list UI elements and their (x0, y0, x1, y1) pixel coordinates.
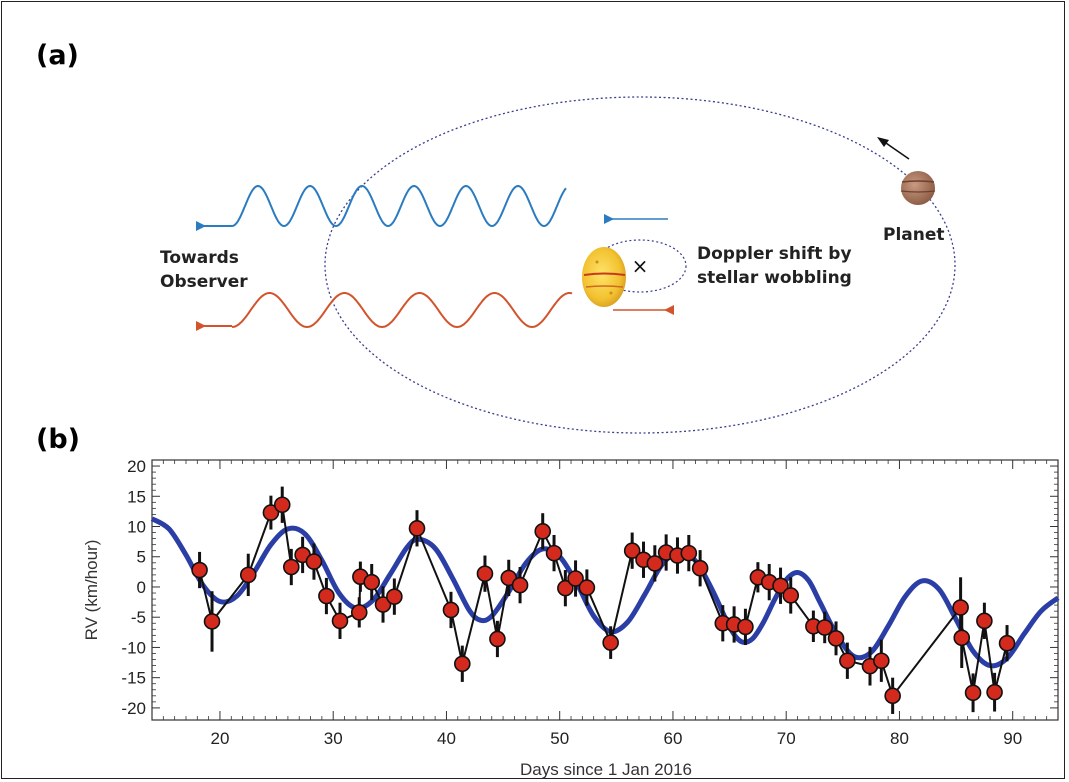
data-point (827, 630, 845, 647)
data-point (578, 579, 596, 596)
data-point (545, 544, 563, 562)
data-point (964, 684, 982, 702)
y-tick-label: -5 (131, 608, 146, 627)
data-point (567, 570, 584, 587)
data-point (646, 555, 664, 572)
data-point (557, 579, 574, 597)
panel-b-label: (b) (36, 424, 81, 455)
x-tick-label: 60 (663, 729, 682, 748)
data-point (772, 577, 789, 595)
planet-label: Planet (883, 225, 945, 245)
data-point (331, 612, 349, 630)
red-shifted-wave (231, 292, 573, 329)
doppler-label-line2: stellar wobbling (697, 268, 852, 288)
data-point (602, 634, 619, 651)
y-tick-label: 5 (137, 548, 146, 567)
data-point (442, 601, 460, 619)
x-tick-label: 40 (437, 729, 456, 748)
x-tick-label: 90 (1003, 729, 1022, 748)
y-tick-label: 0 (137, 578, 146, 597)
planet-motion-arrow-icon (882, 140, 910, 160)
data-point (305, 553, 323, 570)
stellar-wobble-orbit (593, 239, 687, 293)
planet-motion-arrowhead-icon (877, 137, 889, 147)
observer-label-line2: Observer (160, 272, 248, 292)
data-point (489, 630, 506, 648)
data-point (976, 612, 993, 630)
data-point (952, 599, 969, 616)
y-tick-label: 15 (127, 487, 146, 506)
planet-icon (900, 171, 936, 205)
y-tick-label: -20 (121, 699, 146, 718)
data-point (408, 520, 426, 537)
data-point (986, 683, 1003, 701)
doppler-label: Doppler shift by stellar wobbling (697, 244, 857, 288)
data-point (191, 561, 208, 579)
x-tick-label: 30 (324, 729, 343, 748)
x-tick-label: 80 (890, 729, 909, 748)
panel-a-label: (a) (36, 40, 79, 71)
data-point (363, 573, 381, 591)
y-tick-label: 20 (127, 457, 146, 476)
y-axis-title: RV (km/hour) (82, 540, 101, 641)
data-point (623, 542, 641, 559)
observer-label: Towards Observer (160, 248, 248, 292)
x-axis: 20 30 40 50 60 70 80 90 (151, 460, 1059, 748)
data-point (998, 634, 1016, 652)
y-tick-label: 10 (127, 518, 146, 537)
data-point (691, 559, 709, 577)
radial-velocity-diagram: Towards Observer × Doppler shift by stel… (160, 96, 956, 434)
data-point (282, 558, 300, 576)
data-point (454, 655, 471, 673)
x-tick-label: 50 (550, 729, 569, 748)
doppler-label-line1: Doppler shift by (697, 244, 852, 264)
data-point (511, 576, 529, 594)
y-axis: 20 15 10 5 0 -5 -10 -15 -20 (121, 457, 1058, 718)
y-tick-label: -15 (121, 669, 146, 688)
x-axis-title: Days since 1 Jan 2016 (520, 760, 692, 779)
data-point (318, 587, 335, 605)
data-point (953, 629, 971, 647)
x-tick-label: 20 (210, 729, 229, 748)
data-point (737, 618, 754, 636)
x-tick-label: 70 (777, 729, 796, 748)
data-point (534, 523, 552, 540)
data-point (374, 596, 392, 613)
data-point (839, 652, 856, 670)
blue-shifted-wave (231, 184, 567, 228)
data-point (203, 613, 221, 630)
data-point (816, 619, 834, 636)
data-point (386, 588, 403, 605)
barycenter-marker: × (632, 254, 649, 278)
star-icon (582, 247, 626, 307)
data-point (476, 565, 494, 582)
data-point (273, 496, 291, 514)
planet-orbit (324, 96, 956, 434)
data-point (350, 604, 368, 621)
data-points (191, 496, 1016, 705)
data-point (680, 544, 698, 562)
data-point (873, 652, 890, 670)
data-point (262, 504, 280, 521)
y-tick-label: -10 (121, 638, 146, 657)
data-point (884, 687, 901, 705)
observer-label-line1: Towards (160, 248, 239, 268)
data-point (782, 587, 800, 604)
data-point (239, 566, 257, 584)
